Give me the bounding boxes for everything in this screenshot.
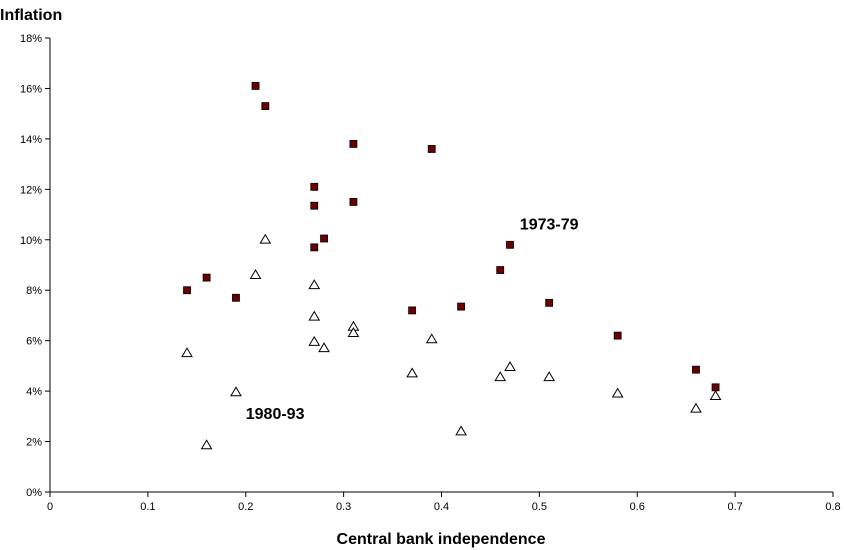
square-point [232, 293, 240, 302]
triangle-point [181, 347, 193, 358]
x-tick-label: 0.5 [532, 501, 547, 513]
period-annotation: 1980-93 [246, 406, 305, 423]
data-series [181, 82, 722, 450]
triangle-point [259, 233, 272, 244]
square-point [457, 302, 465, 311]
y-tick-label: 6% [26, 336, 42, 348]
square-point [711, 383, 720, 392]
square-point [496, 266, 505, 274]
x-tick-label: 0.8 [825, 501, 840, 513]
square-point [349, 198, 358, 206]
square-point [545, 298, 554, 307]
square-point [613, 331, 622, 340]
triangle-point [611, 387, 624, 398]
x-axis-ticks: 0 0.1 0.2 0.3 0.4 0.5 0.6 0.7 0.8 [47, 492, 841, 513]
x-tick-label: 0.2 [238, 501, 253, 513]
x-tick-label: 0 [47, 501, 53, 513]
triangle-point [308, 279, 321, 290]
triangle-point [347, 327, 360, 337]
square-point [310, 182, 319, 191]
y-tick-label: 8% [26, 285, 42, 297]
y-tick-label: 2% [26, 437, 42, 449]
square-point [506, 240, 514, 249]
square-series [183, 82, 720, 392]
triangle-point [318, 342, 330, 353]
square-point [427, 145, 436, 153]
triangle-point [709, 390, 722, 401]
triangle-point [504, 361, 516, 372]
y-tick-label: 14% [20, 134, 42, 146]
triangle-point [455, 425, 467, 436]
y-tick-label: 12% [20, 184, 42, 196]
triangle-point [308, 335, 321, 346]
x-tick-label: 0.3 [336, 501, 351, 513]
x-tick-label: 0.7 [727, 501, 742, 513]
square-point [261, 102, 270, 110]
y-tick-label: 10% [20, 235, 42, 247]
triangle-point [690, 402, 702, 413]
x-axis-title: Central bank independence [337, 531, 546, 548]
square-point [320, 234, 328, 243]
x-tick-label: 0.4 [434, 501, 449, 513]
y-axis-ticks: 0% 2% 4% 6% 8% 10% 12% 14% 16% 18% [20, 33, 50, 499]
period-annotation: 1973-79 [520, 217, 579, 234]
x-tick-label: 0.6 [630, 501, 645, 513]
annotations: 1973-79 1980-93 [246, 217, 579, 423]
triangle-point [425, 333, 438, 344]
square-point [310, 201, 319, 210]
y-tick-label: 16% [20, 83, 42, 95]
triangle-point [406, 367, 419, 378]
x-tick-label: 0.1 [140, 501, 155, 513]
triangle-point [543, 371, 556, 382]
y-tick-label: 0% [26, 487, 42, 499]
square-point [692, 365, 700, 374]
square-point [202, 273, 211, 282]
triangle-point [230, 386, 242, 397]
triangle-point [249, 269, 262, 279]
triangle-point [494, 371, 507, 382]
triangle-point [200, 439, 213, 450]
square-point [349, 140, 358, 148]
triangle-point [308, 310, 321, 321]
axes [49, 38, 833, 493]
triangle-series [181, 233, 722, 450]
y-tick-label: 4% [26, 386, 42, 398]
square-point [408, 306, 417, 315]
square-point [183, 286, 191, 295]
y-tick-label: 18% [20, 33, 42, 45]
square-point [251, 82, 260, 90]
y-axis-title: Inflation [0, 7, 62, 24]
square-point [310, 243, 319, 252]
